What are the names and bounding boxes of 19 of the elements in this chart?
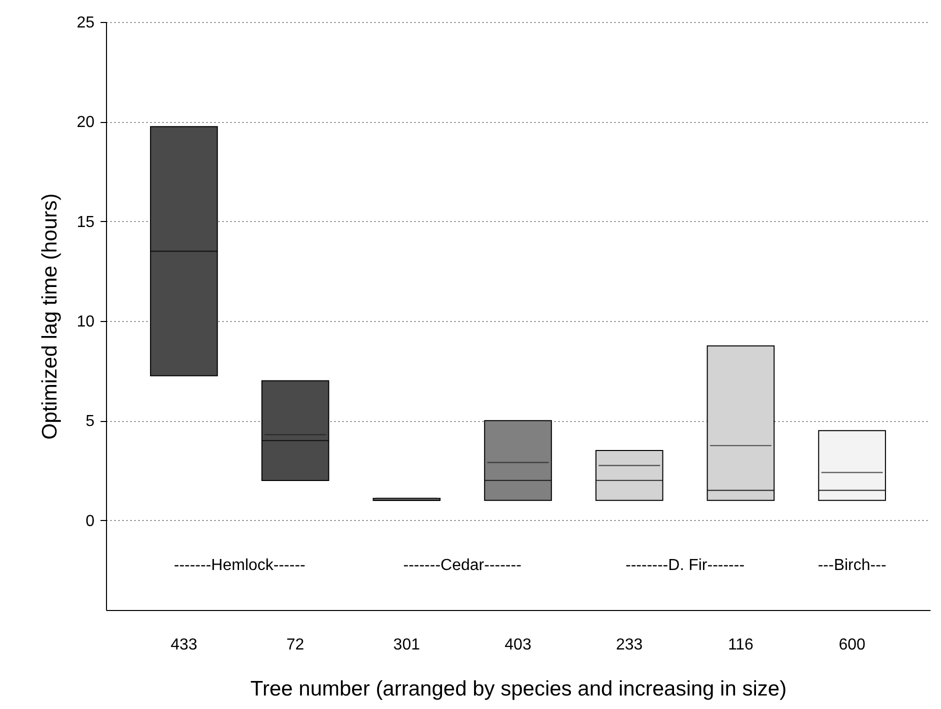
x-tick-label: 301: [393, 636, 420, 654]
x-tick-label: 116: [728, 636, 754, 654]
y-tick-label: 0: [86, 512, 95, 530]
y-tick-label: 15: [76, 214, 95, 231]
y-axis-title: Optimized lag time (hours): [38, 193, 62, 440]
x-tick-label: 600: [838, 636, 866, 654]
annotation: -------Hemlock------: [174, 557, 306, 574]
x-axis-title: Tree number (arranged by species and increasing in size): [250, 678, 787, 700]
y-tick-label: 10: [76, 313, 95, 330]
y-tick-label: 5: [86, 413, 95, 430]
y-tick-label: 25: [76, 14, 95, 32]
x-tick-label: 233: [616, 636, 643, 654]
annotation: ---Birch---: [818, 557, 886, 574]
annotation: --------D. Fir-------: [626, 557, 745, 574]
annotation: -------Cedar-------: [403, 557, 522, 574]
y-tick-label: 20: [76, 114, 95, 132]
x-tick-label: 403: [504, 636, 532, 654]
x-tick-label: 72: [286, 636, 304, 654]
x-tick-label: 433: [170, 636, 198, 654]
